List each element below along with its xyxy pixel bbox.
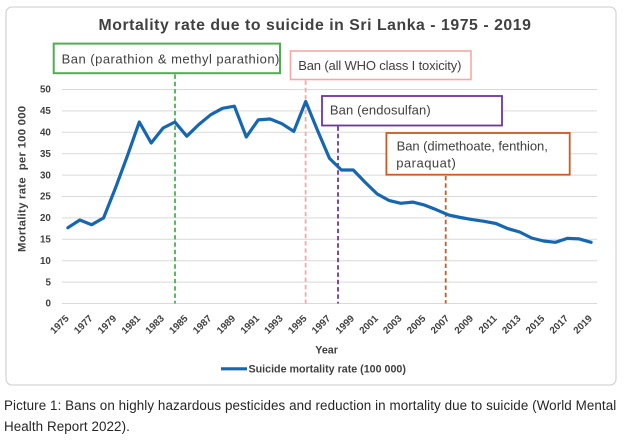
svg-text:Mortality rate per 100 000: Mortality rate per 100 000 (17, 106, 29, 252)
svg-text:Mortality rate due to suicide: Mortality rate due to suicide in Sri Lan… (99, 17, 532, 34)
svg-text:Ban (all WHO class I toxicity): Ban (all WHO class I toxicity) (298, 58, 461, 73)
svg-text:Ban (parathion & methyl parath: Ban (parathion & methyl parathion) (62, 52, 280, 67)
svg-text:0: 0 (45, 299, 51, 310)
svg-text:50: 50 (40, 85, 51, 96)
svg-text:5: 5 (45, 277, 51, 288)
svg-text:Ban (dimethoate, fenthion,: Ban (dimethoate, fenthion, (397, 138, 548, 153)
svg-text:15: 15 (40, 235, 51, 246)
svg-text:Ban (endosulfan): Ban (endosulfan) (330, 103, 431, 118)
svg-text:Year: Year (315, 345, 338, 357)
svg-text:35: 35 (40, 149, 51, 160)
svg-text:40: 40 (40, 128, 51, 139)
svg-text:25: 25 (40, 192, 51, 203)
svg-text:30: 30 (40, 170, 51, 181)
svg-text:10: 10 (40, 256, 51, 267)
svg-text:45: 45 (40, 106, 51, 117)
svg-text:20: 20 (40, 213, 51, 224)
svg-text:Suicide mortality rate (100 00: Suicide mortality rate (100 000) (249, 364, 407, 376)
svg-text:paraquat): paraquat) (396, 156, 456, 171)
